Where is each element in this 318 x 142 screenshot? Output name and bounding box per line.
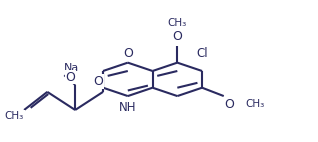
Text: CH₃: CH₃ [5,111,24,121]
Text: O: O [65,71,75,84]
Text: Cl: Cl [196,47,208,60]
Text: O: O [93,75,103,88]
Text: O: O [224,98,234,111]
Text: CH₃: CH₃ [245,99,265,109]
Text: O: O [172,30,182,43]
Text: O: O [123,47,133,60]
Text: Na: Na [64,63,80,73]
Text: CH₃: CH₃ [168,18,187,28]
Text: NH: NH [119,101,136,114]
